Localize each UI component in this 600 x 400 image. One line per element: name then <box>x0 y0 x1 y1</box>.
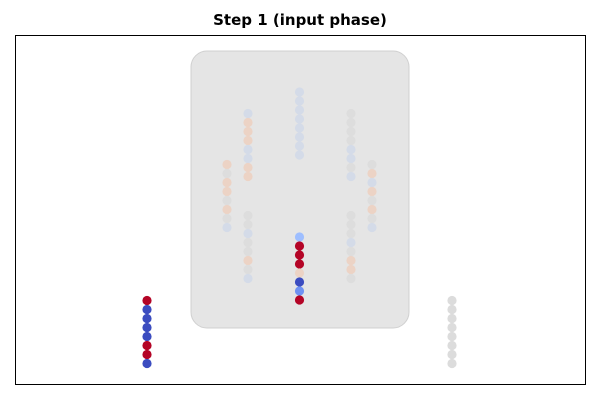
neuron-dot <box>222 213 232 224</box>
right-upper-column <box>346 108 356 182</box>
neuron-dot <box>294 277 305 287</box>
neuron-dot <box>243 108 253 119</box>
left-input-column <box>142 295 152 369</box>
neuron-dot <box>346 117 356 128</box>
neuron-dot <box>243 144 253 155</box>
neuron-dot <box>142 358 152 369</box>
neuron-dot <box>346 264 356 275</box>
neuron-dot <box>346 228 356 239</box>
neuron-dot <box>243 273 253 284</box>
neuron-dot <box>243 264 253 275</box>
neuron-dot <box>222 195 232 206</box>
neuron-dot <box>243 228 253 239</box>
figure-title: Step 1 (input phase) <box>213 11 387 29</box>
neuron-dot <box>294 150 305 160</box>
neuron-dot <box>142 304 152 315</box>
neuron-dot <box>294 105 305 115</box>
neuron-dot <box>294 141 305 151</box>
neuron-dot <box>294 132 305 142</box>
neuron-dot <box>294 268 305 278</box>
neuron-dot <box>243 219 253 230</box>
neuron-dot <box>367 168 377 179</box>
center-top-column <box>294 87 305 160</box>
neuron-dot <box>243 255 253 266</box>
neuron-dot <box>346 246 356 257</box>
neuron-dot <box>243 135 253 146</box>
neuron-dot <box>367 222 377 233</box>
right-input-column <box>447 295 457 369</box>
neuron-dot <box>243 153 253 164</box>
neuron-dot <box>447 331 457 342</box>
neuron-dot <box>222 222 232 233</box>
neuron-dot <box>367 177 377 188</box>
neuron-dot <box>346 273 356 284</box>
neuron-dot <box>367 186 377 197</box>
neuron-dot <box>346 255 356 266</box>
neuron-dot <box>142 313 152 324</box>
neuron-dot <box>346 219 356 230</box>
neuron-dot <box>243 162 253 173</box>
left-upper-column <box>243 108 253 182</box>
neuron-dot <box>346 237 356 248</box>
center-output-column <box>294 232 305 305</box>
neuron-dot <box>142 322 152 333</box>
neuron-dot <box>222 159 232 170</box>
neuron-dot <box>294 241 305 251</box>
neuron-dot <box>346 144 356 155</box>
neuron-dot <box>447 295 457 306</box>
neuron-dot <box>447 304 457 315</box>
neuron-dot <box>243 171 253 182</box>
neuron-dot <box>142 295 152 306</box>
neuron-dot <box>222 177 232 188</box>
neuron-dot <box>243 126 253 137</box>
neuron-dot <box>294 259 305 269</box>
neuron-dot <box>243 117 253 128</box>
neuron-dot <box>346 162 356 173</box>
neuron-dot <box>294 96 305 106</box>
neuron-dot <box>346 126 356 137</box>
plot-frame <box>15 35 586 385</box>
right-side-column <box>367 159 377 233</box>
neuron-dot <box>243 210 253 221</box>
neuron-dot <box>346 108 356 119</box>
neuron-dot <box>367 204 377 215</box>
neuron-dot <box>222 168 232 179</box>
neuron-dot <box>294 123 305 133</box>
neuron-dot <box>346 171 356 182</box>
neuron-dot <box>294 87 305 97</box>
neuron-dot <box>294 232 305 242</box>
neuron-dot <box>447 322 457 333</box>
neuron-dot <box>447 313 457 324</box>
neuron-dot <box>367 213 377 224</box>
neuron-dot <box>294 114 305 124</box>
neuron-dot <box>243 237 253 248</box>
neuron-dot <box>142 349 152 360</box>
neuron-dot <box>243 246 253 257</box>
neuron-dot <box>447 349 457 360</box>
neuron-dot <box>367 195 377 206</box>
neuron-dots <box>142 87 457 369</box>
neuron-dot <box>346 135 356 146</box>
left-side-column <box>222 159 232 233</box>
neuron-dot <box>222 204 232 215</box>
neuron-dot <box>142 331 152 342</box>
left-lower-column <box>243 210 253 284</box>
neuron-dot <box>447 358 457 369</box>
neuron-dot <box>294 250 305 260</box>
neuron-dot <box>142 340 152 351</box>
neuron-dot <box>346 153 356 164</box>
neuron-dot <box>294 286 305 296</box>
neuron-dot <box>222 186 232 197</box>
right-lower-column <box>346 210 356 284</box>
neuron-dot <box>447 340 457 351</box>
neuron-dot <box>367 159 377 170</box>
neuron-dot <box>294 295 305 305</box>
neuron-dot <box>346 210 356 221</box>
